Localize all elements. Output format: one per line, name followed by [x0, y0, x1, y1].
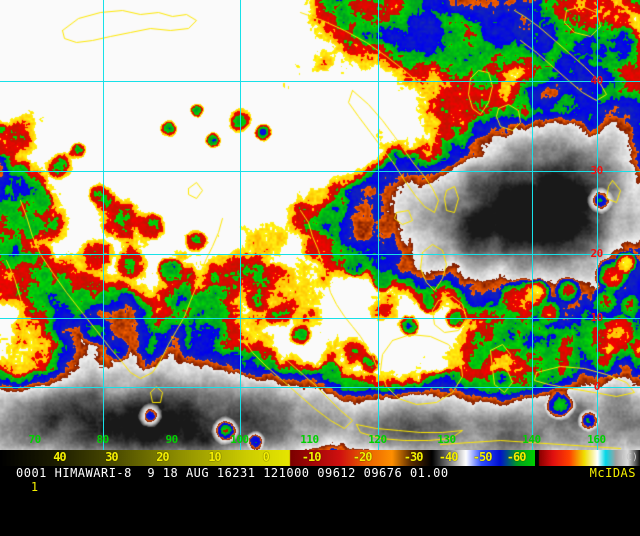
mcidas-satellite-window: 40 30 20 10 0 70 80 90 100 110 120 130 140 160 40 30 20…: [0, 0, 640, 494]
main-colorbar-gradient: [0, 450, 535, 466]
latitude-label: 0: [593, 380, 601, 393]
longitude-label: 80: [96, 433, 110, 446]
infrared-cloud-imagery: [0, 0, 640, 450]
colorbar-tick: 40: [53, 450, 66, 464]
longitude-label: 100: [230, 433, 249, 446]
longitude-label: 90: [165, 433, 179, 446]
grid-parallel: [0, 387, 640, 388]
colorbar-tick: 0: [262, 450, 270, 464]
longitude-label: 110: [300, 433, 319, 446]
grid-meridian: [240, 0, 241, 450]
longitude-label: 70: [28, 433, 42, 446]
temperature-colorbar: 40 30 20 10 0 -10 -20 -30 -40 -50 -60 (C): [0, 450, 640, 466]
colorbar-tick: -30: [403, 450, 424, 464]
colorbar-tick: 20: [156, 450, 169, 464]
longitude-label: 130: [437, 433, 456, 446]
longitude-label: 140: [522, 433, 541, 446]
colorbar-tick: 30: [105, 450, 118, 464]
colorbar-tick: -10: [301, 450, 322, 464]
latitude-label: 30: [590, 164, 604, 177]
colorbar-tick: -40: [438, 450, 459, 464]
aux-colorbar-gradient: [535, 450, 640, 466]
colorbar-tick: -50: [472, 450, 493, 464]
grid-parallel: [0, 318, 640, 319]
mcidas-brand-label: McIDAS: [589, 466, 636, 480]
grid-meridian: [378, 0, 379, 450]
grid-parallel: [0, 171, 640, 172]
grid-meridian: [103, 0, 104, 450]
status-lead-digit: 1: [30, 480, 39, 494]
latitude-label: 10: [590, 311, 604, 324]
grid-meridian: [597, 0, 598, 450]
latitude-label: 40: [590, 74, 604, 87]
latitude-label: 20: [590, 247, 604, 260]
grid-parallel: [0, 254, 640, 255]
status-text: 0001 HIMAWARI-8 9 18 AUG 16231 121000 09…: [16, 466, 449, 480]
longitude-label: 160: [587, 433, 606, 446]
status-bar: 1 0001 HIMAWARI-8 9 18 AUG 16231 121000 …: [0, 466, 640, 494]
longitude-label: 120: [368, 433, 387, 446]
colorbar-tick: -60: [506, 450, 527, 464]
grid-meridian: [532, 0, 533, 450]
grid-parallel: [0, 81, 640, 82]
colorbar-tick: -20: [352, 450, 373, 464]
satellite-image-area: 40 30 20 10 0 70 80 90 100 110 120 130 140 160: [0, 0, 640, 450]
colorbar-tick: 10: [208, 450, 221, 464]
colorbar-unit-label: (C): [619, 452, 638, 463]
